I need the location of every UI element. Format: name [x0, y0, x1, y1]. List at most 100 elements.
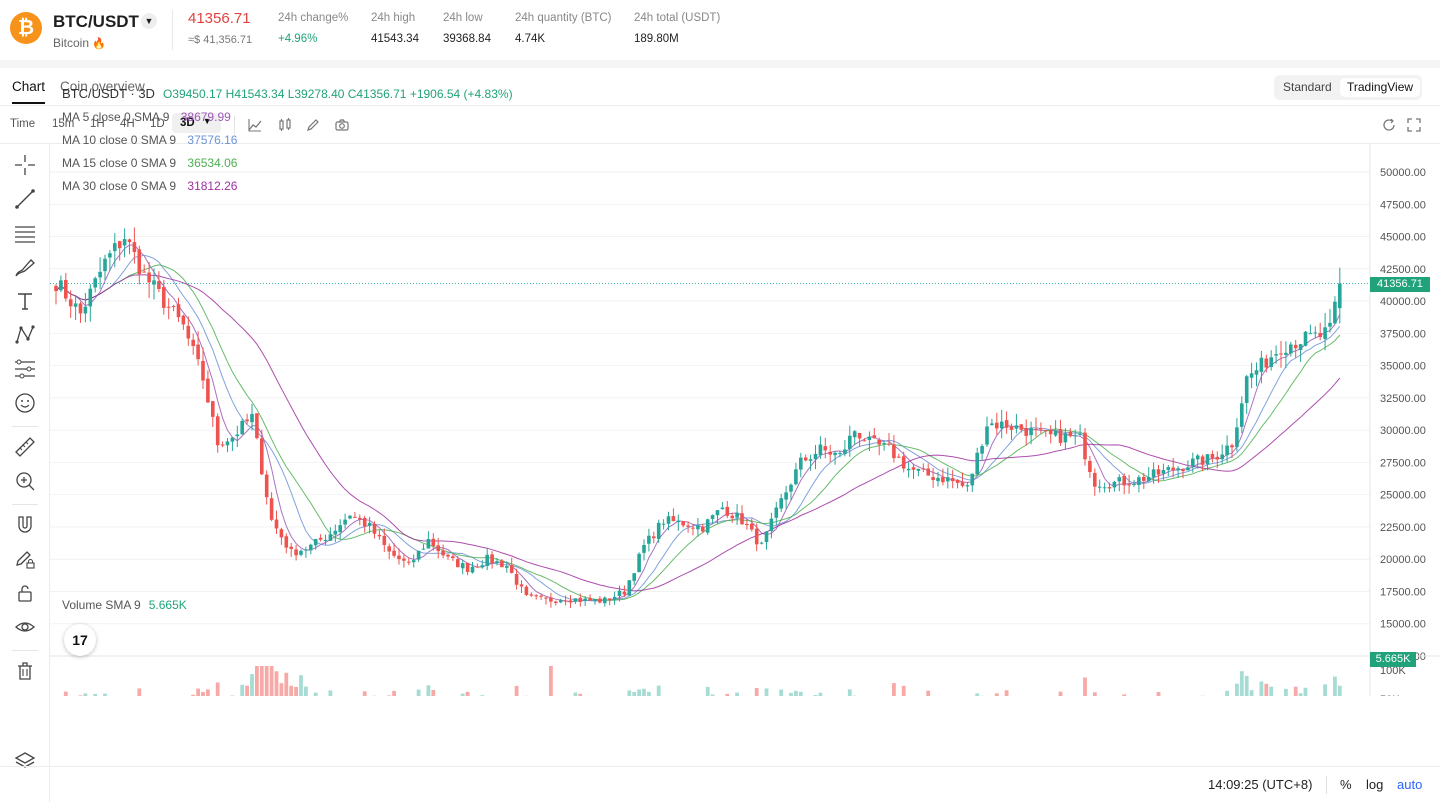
volume-bar [705, 686, 710, 696]
candle-body [877, 439, 881, 445]
interval-15m[interactable]: 15m [52, 118, 75, 130]
chart-symbol-title: BTC/USDT · 3D [62, 86, 155, 101]
auto-scale-toggle[interactable]: auto [1397, 777, 1423, 792]
emoji-icon[interactable] [12, 392, 38, 418]
candle-body [1063, 433, 1068, 443]
candle-body [1205, 454, 1210, 465]
interval-4h[interactable]: 4H [120, 118, 135, 130]
lock-drawing-icon[interactable] [12, 548, 38, 574]
candle-body [799, 457, 803, 470]
candle-body [1014, 425, 1019, 429]
price-chart[interactable]: 50000.00 47500.00 45000.00 42500.00 40000.00… [50, 76, 1440, 696]
chevron-down-icon[interactable]: ▼ [141, 13, 157, 29]
candle-body [1225, 445, 1229, 456]
trash-icon[interactable] [12, 660, 38, 686]
volume-bar [725, 693, 730, 696]
candle-body [1254, 370, 1259, 375]
ma-legend-row[interactable]: MA 5 close 0 SMA 9 38679.99 [62, 110, 513, 133]
unlock-icon[interactable] [12, 582, 38, 608]
brush-icon[interactable] [12, 256, 38, 282]
candle-body [568, 600, 573, 603]
tradingview-view-button[interactable]: TradingView [1340, 78, 1421, 97]
candle-body [264, 474, 269, 498]
volume-legend[interactable]: Volume SMA 9 5.665K [62, 598, 187, 612]
price-tick-label: 50000.00 [1380, 167, 1426, 179]
volume-bar [289, 685, 294, 696]
volume-bar [1239, 671, 1244, 696]
log-scale-toggle[interactable]: log [1366, 777, 1384, 792]
candle-type-icon[interactable] [277, 117, 293, 133]
standard-view-button[interactable]: Standard [1283, 80, 1332, 94]
candle-body [446, 554, 450, 557]
candle-body [1259, 357, 1264, 372]
candle-body [1132, 483, 1136, 485]
candle-body [725, 506, 730, 516]
candle-body [784, 492, 788, 500]
tradingview-logo-icon[interactable]: 17 [64, 624, 96, 656]
ma-legend-row[interactable]: MA 15 close 0 SMA 9 36534.06 [62, 156, 513, 179]
fullscreen-icon[interactable] [1406, 117, 1422, 133]
candle-body [152, 280, 156, 285]
prediction-icon[interactable] [12, 358, 38, 384]
zoom-in-icon[interactable] [12, 470, 38, 496]
volume-bar [431, 689, 436, 696]
toolbar-divider [12, 504, 38, 505]
candle-body [500, 560, 504, 568]
fib-icon[interactable] [12, 222, 38, 248]
price-tick-label: 32500.00 [1380, 393, 1426, 405]
time-label[interactable]: Time [10, 118, 36, 130]
coin-name-text: Bitcoin [53, 36, 90, 50]
candle-body [1146, 477, 1151, 482]
interval-3d-dropdown[interactable]: 3D ▼ [172, 113, 221, 133]
volume-bar [1092, 692, 1097, 696]
volume-bar [710, 694, 715, 696]
candle-body [1048, 429, 1053, 435]
volume-bar [426, 685, 431, 696]
pattern-icon[interactable] [12, 324, 38, 350]
candle-body [803, 457, 808, 461]
candle-body [627, 580, 632, 596]
volume-bar [215, 682, 220, 696]
candle-body [1004, 420, 1009, 428]
refresh-icon[interactable] [1381, 117, 1397, 133]
candle-body [176, 304, 181, 318]
tab-chart[interactable]: Chart [12, 79, 46, 94]
ma-legend-row[interactable]: MA 10 close 0 SMA 9 37576.16 [62, 133, 513, 156]
layers-icon[interactable] [14, 750, 36, 777]
pair-selector[interactable]: BTC/USDT [53, 12, 139, 31]
interval-1h[interactable]: 1H [90, 118, 105, 130]
magnet-icon[interactable] [12, 514, 38, 540]
candle-body [1073, 435, 1077, 437]
candle-body [348, 515, 352, 519]
ma-legend-row[interactable]: MA 30 close 0 SMA 9 31812.26 [62, 179, 513, 202]
tab-coin-overview[interactable]: Coin overview [60, 79, 145, 94]
indicators-icon[interactable] [247, 117, 263, 133]
trendline-icon[interactable] [12, 188, 38, 214]
volume-bar [1264, 683, 1269, 696]
last-price: 41356.71 [188, 10, 251, 27]
crosshair-icon[interactable] [12, 154, 38, 180]
candle-body [906, 468, 911, 471]
percent-scale-toggle[interactable]: % [1340, 777, 1352, 792]
volume-bar [1337, 685, 1342, 696]
footer-divider [1326, 776, 1327, 794]
candle-body [1338, 283, 1342, 309]
candle-body [367, 522, 372, 526]
candle-body [1156, 469, 1161, 475]
stat-value: +4.96% [278, 33, 318, 45]
camera-icon[interactable] [334, 117, 350, 133]
candle-body [745, 523, 749, 526]
eye-icon[interactable] [12, 616, 38, 642]
ruler-icon[interactable] [12, 436, 38, 462]
candle-body [544, 597, 548, 599]
draw-icon[interactable] [305, 117, 321, 133]
candle-body [1039, 428, 1043, 430]
candle-body [769, 518, 774, 532]
candle-body [833, 452, 837, 456]
candle-body [1195, 455, 1200, 460]
candle-body [1078, 433, 1082, 435]
text-icon[interactable] [12, 290, 38, 316]
candle-body [578, 597, 583, 602]
candle-body [647, 535, 651, 544]
interval-1d[interactable]: 1D [150, 118, 165, 130]
